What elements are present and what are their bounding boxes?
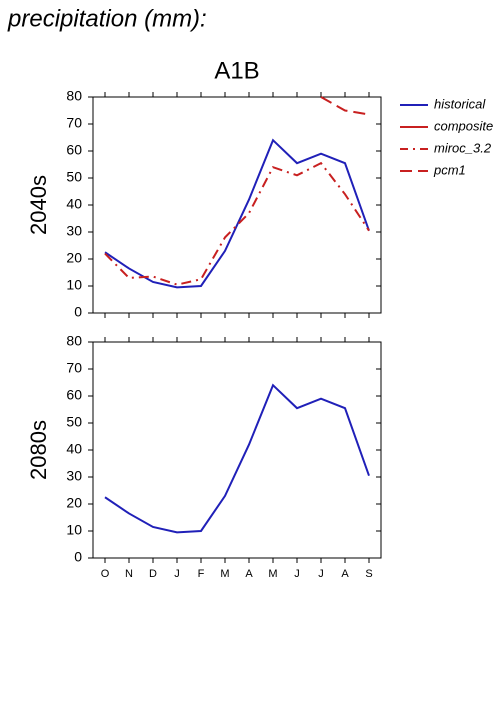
y-tick-label: 60 (66, 387, 82, 403)
x-tick-label: O (101, 568, 110, 580)
series-line (320, 96, 370, 116)
scenario-title: A1B (214, 57, 259, 84)
y-tick-label: 0 (74, 549, 82, 565)
y-axis-label: 2080s (26, 420, 51, 480)
series-line (104, 383, 370, 534)
legend-label: historical (434, 96, 486, 111)
legend-label: miroc_3.2 (434, 140, 492, 155)
y-tick-label: 30 (66, 223, 82, 239)
y-tick-label: 0 (74, 304, 82, 320)
y-tick-label: 20 (66, 250, 82, 266)
y-tick-label: 30 (66, 468, 82, 484)
x-tick-label: N (125, 568, 133, 580)
plot-frame (92, 341, 382, 559)
x-tick-label: J (294, 568, 300, 580)
y-tick-label: 40 (66, 196, 82, 212)
y-tick-label: 60 (66, 142, 82, 158)
y-tick-label: 80 (66, 333, 82, 349)
plot-frame (92, 96, 382, 314)
x-tick-label: M (268, 568, 277, 580)
legend-label: pcm1 (433, 162, 466, 177)
y-tick-label: 10 (66, 522, 82, 538)
y-axis-label: 2040s (26, 175, 51, 235)
y-tick-label: 20 (66, 495, 82, 511)
x-tick-label: S (365, 568, 372, 580)
y-tick-label: 80 (66, 88, 82, 104)
x-tick-label: J (174, 568, 180, 580)
x-tick-label: F (198, 568, 205, 580)
y-tick-label: 50 (66, 414, 82, 430)
y-tick-label: 70 (66, 360, 82, 376)
series-line (104, 138, 370, 289)
y-tick-label: 70 (66, 115, 82, 131)
x-tick-label: A (341, 568, 349, 580)
x-tick-label: A (245, 568, 253, 580)
x-tick-label: J (318, 568, 324, 580)
y-tick-label: 10 (66, 277, 82, 293)
x-tick-label: D (149, 568, 157, 580)
legend-label: composite (434, 118, 493, 133)
page-title: precipitation (mm): (7, 5, 207, 32)
y-tick-label: 40 (66, 441, 82, 457)
series-line (104, 161, 370, 286)
y-tick-label: 50 (66, 169, 82, 185)
x-tick-label: M (220, 568, 229, 580)
